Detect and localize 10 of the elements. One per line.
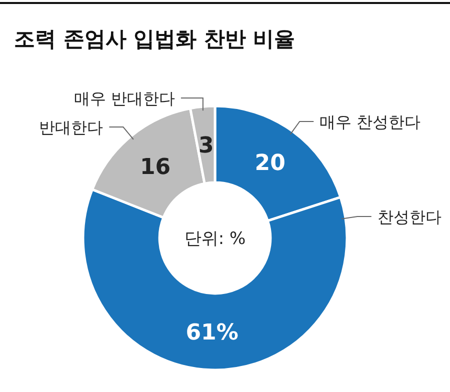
data-label: 16	[140, 154, 171, 180]
slice-label: 매우 반대한다	[74, 89, 175, 108]
data-label: 61%	[186, 320, 238, 346]
text: 단위: %	[184, 229, 246, 249]
slice-label: 찬성한다	[377, 207, 442, 226]
slice-label: 반대한다	[39, 118, 104, 138]
data-label: 3	[198, 134, 214, 159]
slice-label: 매우 찬성한다	[320, 112, 421, 132]
data-label: 20	[254, 151, 286, 176]
chart-title: 조력 존엄사 입법화 찬반 비율	[14, 27, 296, 51]
